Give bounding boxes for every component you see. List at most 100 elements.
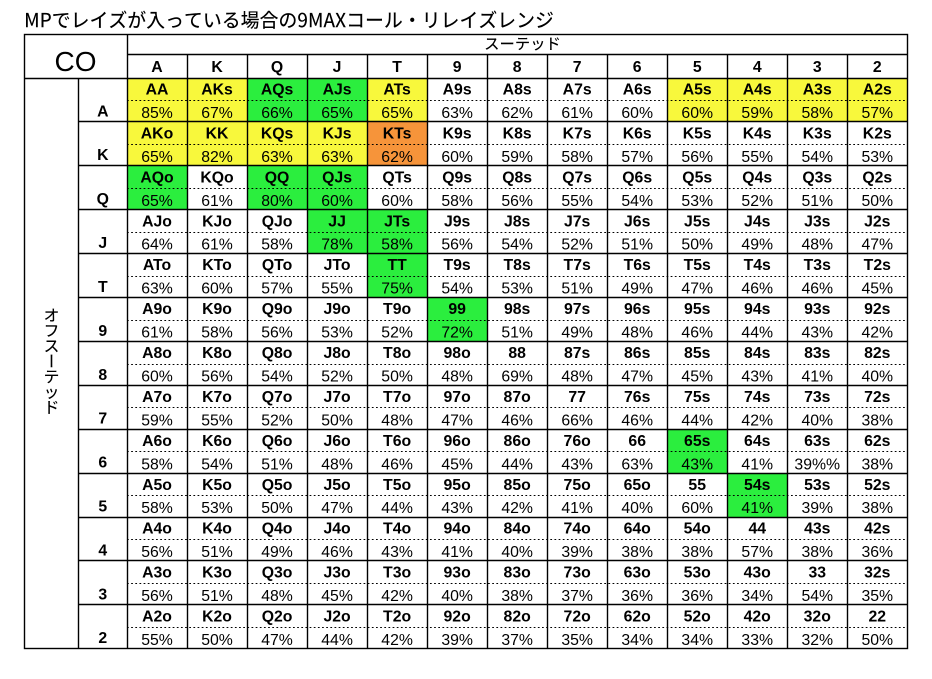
- svg-text:T9o: T9o: [383, 301, 411, 318]
- svg-text:35%: 35%: [561, 632, 593, 649]
- svg-text:7: 7: [573, 59, 582, 76]
- svg-text:56%: 56%: [681, 149, 713, 166]
- svg-text:86s: 86s: [624, 345, 651, 362]
- svg-text:56%: 56%: [501, 193, 533, 210]
- svg-text:61%: 61%: [561, 105, 593, 122]
- svg-text:82%: 82%: [201, 149, 233, 166]
- svg-text:K2s: K2s: [863, 126, 892, 143]
- svg-text:36%: 36%: [861, 544, 893, 561]
- svg-text:58%: 58%: [201, 325, 233, 342]
- svg-text:63%: 63%: [321, 149, 353, 166]
- svg-text:50%: 50%: [681, 237, 713, 254]
- svg-text:63o: 63o: [624, 565, 652, 582]
- svg-text:J8s: J8s: [504, 213, 531, 230]
- svg-text:49%: 49%: [561, 325, 593, 342]
- svg-text:T7o: T7o: [383, 389, 411, 406]
- svg-text:55%: 55%: [201, 412, 233, 429]
- svg-text:4: 4: [98, 542, 107, 559]
- svg-text:45%: 45%: [441, 456, 473, 473]
- svg-text:33%: 33%: [741, 632, 773, 649]
- svg-text:9: 9: [98, 323, 107, 340]
- svg-text:75o: 75o: [564, 477, 592, 494]
- svg-text:38%: 38%: [621, 544, 653, 561]
- svg-text:47%: 47%: [321, 500, 353, 517]
- svg-text:59%: 59%: [141, 412, 173, 429]
- svg-text:52%: 52%: [381, 325, 413, 342]
- svg-text:46%: 46%: [381, 456, 413, 473]
- svg-text:J7s: J7s: [564, 213, 591, 230]
- svg-text:41%: 41%: [561, 500, 593, 517]
- svg-text:2: 2: [873, 59, 882, 76]
- svg-text:Q3s: Q3s: [802, 169, 832, 186]
- svg-text:93o: 93o: [444, 565, 472, 582]
- svg-text:54%: 54%: [201, 456, 233, 473]
- svg-text:58%: 58%: [561, 149, 593, 166]
- svg-text:55%: 55%: [141, 632, 173, 649]
- svg-text:50%: 50%: [861, 193, 893, 210]
- svg-text:45%: 45%: [681, 368, 713, 385]
- svg-text:Q7o: Q7o: [262, 389, 293, 406]
- svg-text:54%: 54%: [441, 281, 473, 298]
- svg-text:K6o: K6o: [202, 433, 232, 450]
- svg-text:47%: 47%: [861, 237, 893, 254]
- svg-text:KJs: KJs: [323, 126, 352, 143]
- svg-text:40%: 40%: [861, 368, 893, 385]
- svg-text:37%: 37%: [501, 632, 533, 649]
- svg-text:T: T: [392, 59, 402, 76]
- svg-text:60%: 60%: [441, 149, 473, 166]
- svg-text:73o: 73o: [564, 565, 592, 582]
- svg-text:K9o: K9o: [202, 301, 232, 318]
- svg-text:34%: 34%: [681, 632, 713, 649]
- svg-text:54%: 54%: [501, 237, 533, 254]
- svg-text:T: T: [98, 279, 108, 296]
- svg-text:96o: 96o: [444, 433, 472, 450]
- svg-text:QQ: QQ: [265, 169, 290, 186]
- svg-text:T6s: T6s: [624, 257, 651, 274]
- svg-text:T5s: T5s: [684, 257, 711, 274]
- svg-text:T7s: T7s: [564, 257, 591, 274]
- svg-text:46%: 46%: [621, 412, 653, 429]
- svg-text:43o: 43o: [744, 565, 772, 582]
- svg-text:KTs: KTs: [383, 126, 412, 143]
- svg-text:Q4o: Q4o: [262, 521, 293, 538]
- svg-text:52%: 52%: [321, 368, 353, 385]
- svg-text:56%: 56%: [141, 544, 173, 561]
- svg-text:60%: 60%: [681, 500, 713, 517]
- svg-text:K3o: K3o: [202, 565, 232, 582]
- svg-text:63%: 63%: [141, 281, 173, 298]
- svg-text:45%: 45%: [321, 588, 353, 605]
- svg-text:51%: 51%: [801, 193, 833, 210]
- svg-text:J3o: J3o: [323, 565, 351, 582]
- svg-text:KQs: KQs: [261, 126, 294, 143]
- svg-text:80%: 80%: [261, 193, 293, 210]
- svg-text:62o: 62o: [624, 608, 652, 625]
- svg-text:T6o: T6o: [383, 433, 411, 450]
- svg-text:75s: 75s: [684, 389, 711, 406]
- svg-text:77: 77: [568, 389, 586, 406]
- svg-text:44%: 44%: [501, 456, 533, 473]
- svg-text:49%: 49%: [741, 237, 773, 254]
- svg-text:T4o: T4o: [383, 521, 411, 538]
- svg-text:38%: 38%: [681, 544, 713, 561]
- svg-text:74o: 74o: [564, 521, 592, 538]
- svg-text:8: 8: [513, 59, 522, 76]
- svg-text:42s: 42s: [864, 521, 891, 538]
- svg-text:A: A: [97, 103, 108, 120]
- svg-text:A: A: [151, 59, 162, 76]
- svg-text:33: 33: [808, 565, 826, 582]
- svg-text:K9s: K9s: [443, 126, 472, 143]
- svg-text:48%: 48%: [381, 412, 413, 429]
- svg-text:47%: 47%: [441, 412, 473, 429]
- svg-text:47%: 47%: [621, 368, 653, 385]
- svg-text:45%: 45%: [861, 281, 893, 298]
- svg-text:88: 88: [508, 345, 526, 362]
- svg-text:AQo: AQo: [140, 169, 174, 186]
- svg-text:82o: 82o: [504, 608, 532, 625]
- svg-text:J3s: J3s: [804, 213, 831, 230]
- svg-text:Q8s: Q8s: [502, 169, 532, 186]
- svg-text:J6s: J6s: [624, 213, 651, 230]
- svg-text:ATs: ATs: [383, 82, 411, 99]
- svg-text:KJo: KJo: [202, 213, 232, 230]
- svg-text:53o: 53o: [684, 565, 712, 582]
- svg-text:AKs: AKs: [201, 82, 233, 99]
